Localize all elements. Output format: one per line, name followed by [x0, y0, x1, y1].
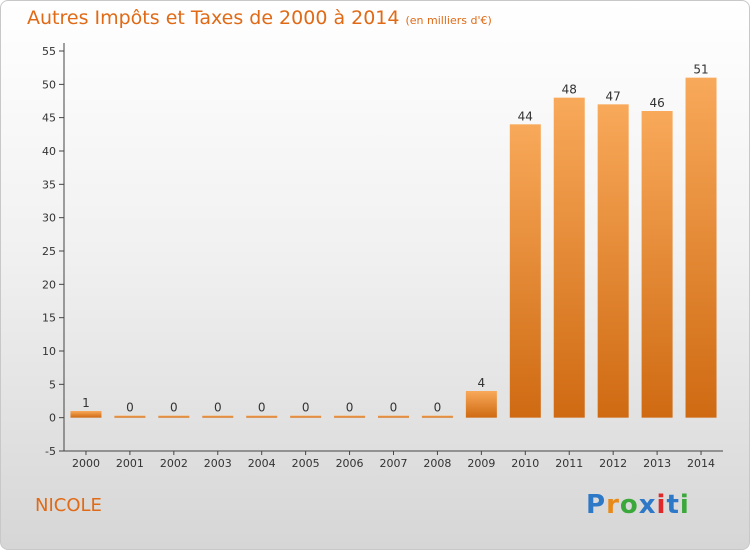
bar: [378, 415, 409, 418]
data-label: 4: [478, 376, 486, 390]
bar: [685, 77, 717, 418]
x-tick-label: 2008: [423, 457, 451, 470]
logo-letter: t: [666, 490, 680, 520]
bar: [158, 415, 190, 418]
logo-letter: P: [586, 490, 607, 520]
data-label: 0: [258, 401, 266, 415]
data-label: 0: [214, 401, 222, 415]
y-tick-label: 50: [42, 78, 56, 91]
data-label: 0: [346, 401, 354, 415]
x-tick-label: 2005: [292, 457, 320, 470]
y-tick-label: 0: [49, 412, 56, 425]
bar: [114, 415, 146, 418]
bar: [421, 415, 453, 418]
data-label: 51: [693, 63, 708, 77]
x-tick-label: 2006: [336, 457, 364, 470]
x-tick-label: 2012: [599, 457, 627, 470]
data-label: 0: [302, 401, 310, 415]
x-tick-label: 2011: [555, 457, 583, 470]
bar: [334, 415, 366, 418]
bar: [70, 411, 102, 418]
bar: [509, 124, 541, 418]
y-tick-label: 45: [42, 112, 56, 125]
logo-letter: x: [638, 490, 657, 520]
data-label: 0: [390, 401, 398, 415]
bar: [246, 415, 278, 418]
data-label: 1: [82, 396, 90, 410]
bar: [597, 104, 629, 418]
data-label: 44: [518, 109, 533, 123]
logo-letter: o: [619, 490, 639, 520]
commune-name: NICOLE: [35, 495, 102, 516]
bars: [70, 77, 717, 418]
x-tick-label: 2003: [204, 457, 232, 470]
data-label: 0: [126, 401, 134, 415]
y-tick-label: 10: [42, 345, 56, 358]
data-label: 46: [649, 96, 664, 110]
y-tick-label: 35: [42, 178, 56, 191]
proxiti-logo: Proxiti: [586, 490, 690, 520]
data-label: 47: [606, 89, 621, 103]
y-tick-label: 15: [42, 312, 56, 325]
chart-title: Autres Impôts et Taxes de 2000 à 2014: [27, 7, 400, 29]
x-tick-label: 2009: [467, 457, 495, 470]
bar: [553, 97, 585, 418]
x-tick-label: 2014: [687, 457, 715, 470]
logo-letter: r: [606, 490, 620, 520]
chart-unit-note: (en milliers d'€): [405, 14, 492, 27]
x-tick-label: 2007: [380, 457, 408, 470]
y-tick-label: 40: [42, 145, 56, 158]
bar: [290, 415, 322, 418]
data-label: 48: [562, 83, 577, 97]
y-tick-label: 20: [42, 278, 56, 291]
x-tick-label: 2010: [511, 457, 539, 470]
x-tick-label: 2002: [160, 457, 188, 470]
y-tick-label: -5: [45, 445, 56, 458]
x-tick-label: 2000: [72, 457, 100, 470]
data-label: 0: [434, 401, 442, 415]
y-tick-label: 5: [49, 378, 56, 391]
bar: [202, 415, 234, 418]
logo-letter: i: [679, 490, 690, 520]
y-tick-label: 30: [42, 212, 56, 225]
data-label: 0: [170, 401, 178, 415]
bar: [641, 111, 673, 418]
x-tick-label: 2004: [248, 457, 276, 470]
x-tick-label: 2013: [643, 457, 671, 470]
x-tick-label: 2001: [116, 457, 144, 470]
y-tick-label: 25: [42, 245, 56, 258]
logo-letter: i: [656, 490, 667, 520]
chart-title-block: Autres Impôts et Taxes de 2000 à 2014 (en…: [27, 7, 492, 29]
y-tick-label: 55: [42, 45, 56, 58]
bar: [465, 391, 497, 418]
